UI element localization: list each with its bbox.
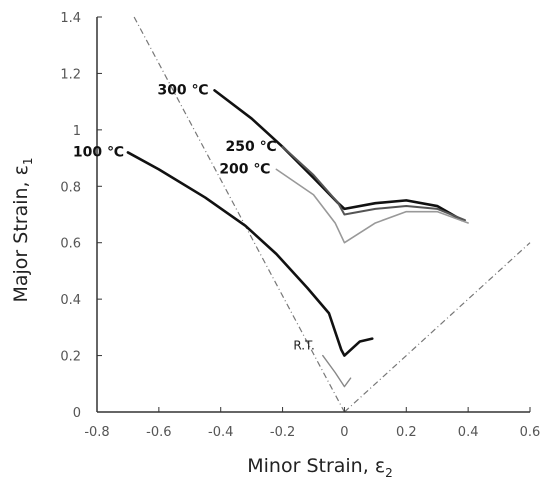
x-tick-label: -0.8 <box>84 425 109 440</box>
x-tick-label: 0.2 <box>396 425 417 440</box>
series-line-4 <box>126 151 374 357</box>
x-ticks: -0.8 -0.6 -0.4 -0.2 0 0.2 0.4 0.6 <box>84 407 540 440</box>
curve-labels: 300 ℃ 250 ℃ 200 ℃ 100 ℃ R.T. <box>73 82 315 352</box>
y-tick-label: 0.2 <box>60 350 81 365</box>
curve-label-2: 250 ℃ <box>226 139 277 155</box>
x-tick-label: -0.4 <box>208 425 233 440</box>
reference-lines <box>133 16 531 413</box>
x-tick-label: 0 <box>340 425 348 440</box>
x-tick-label: -0.6 <box>146 425 171 440</box>
y-tick-label: 1.4 <box>60 11 81 26</box>
x-tick-label: -0.2 <box>270 425 295 440</box>
series-line-5 <box>322 354 352 388</box>
curve-label-4: 100 ℃ <box>73 144 124 160</box>
y-axis-title: Major Strain, ε1 <box>10 157 35 302</box>
reference-line-2 <box>344 242 531 413</box>
series-line-2 <box>281 145 467 222</box>
reference-line-1 <box>133 16 345 413</box>
y-tick-label: 0.8 <box>60 180 81 195</box>
curve-label-1: 300 ℃ <box>157 82 208 98</box>
curve-label-5: R.T. <box>293 339 314 353</box>
series-line-3 <box>275 168 469 244</box>
y-tick-label: 0.6 <box>60 237 81 252</box>
curve-label-3: 200 ℃ <box>219 161 270 177</box>
y-tick-label: 0.4 <box>60 293 81 308</box>
x-tick-label: 0.4 <box>458 425 479 440</box>
plot-frame <box>96 17 530 413</box>
data-series <box>126 89 469 388</box>
y-tick-label: 1.2 <box>60 67 81 82</box>
series-line-1 <box>213 89 464 222</box>
y-tick-label: 0 <box>73 406 81 421</box>
y-tick-label: 1 <box>73 124 81 139</box>
y-ticks: 0 0.2 0.4 0.6 0.8 1 1.2 1.4 <box>60 11 102 421</box>
x-tick-label: 0.6 <box>520 425 541 440</box>
x-axis-title: Minor Strain, ε2 <box>247 455 392 480</box>
